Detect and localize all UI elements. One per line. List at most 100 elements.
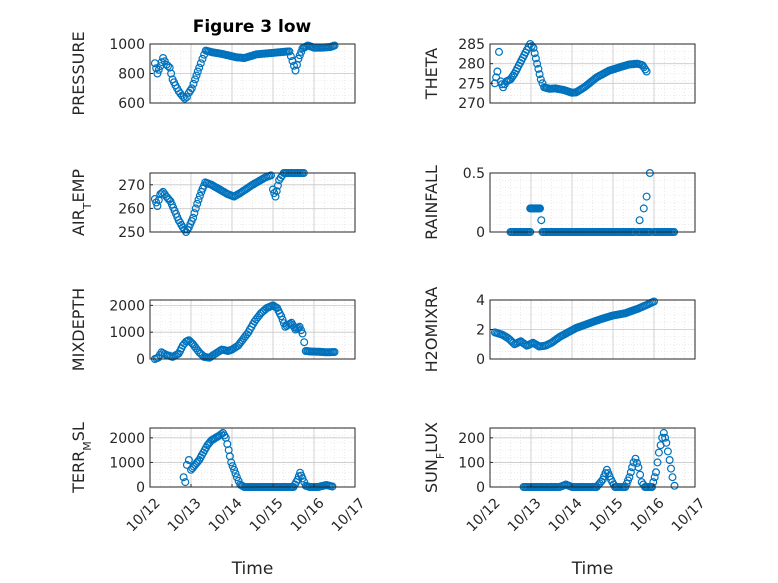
x-tick-label: 10/14 [206,495,246,535]
axes-rainfall: 0 0.5 RAINFALL [422,165,696,241]
data-point [167,69,176,78]
axes-box [489,43,696,104]
data-point [164,62,173,71]
data-point [537,216,546,225]
data-point [184,456,193,465]
data-point [531,54,540,63]
axes-theta: 270 275 280 285 THETA [422,37,696,112]
data-point [632,459,641,468]
y-tick-label: 270 [118,178,145,194]
data-point [152,198,161,207]
data-point [535,204,544,213]
data-point [330,41,339,50]
x-tick-label: 10/13 [165,495,205,535]
x-tick-label: 10/16 [288,495,328,535]
data-point [191,204,200,213]
data-point [190,209,199,218]
y-tick-label: 800 [118,67,145,83]
data-point [294,54,303,63]
y-tick-label: 270 [458,96,485,112]
data-point [634,463,643,472]
data-point [194,195,203,204]
data-point [153,202,162,211]
y-tick-label: 280 [458,57,485,73]
data-point [509,338,518,347]
figure-title: Figure 3 low [193,17,312,37]
data-point [300,338,309,347]
y-tick-label: 0 [476,225,485,241]
data-point [533,59,542,68]
data-point [668,473,677,482]
x-tick-label: 10/17 [329,495,369,535]
data-point [270,189,279,198]
y-tick-label: 4 [476,293,485,309]
y-tick-label: 1000 [109,325,145,341]
y-tick-label: 2 [476,323,485,339]
data-point [639,63,648,72]
x-tick-label: 10/12 [124,495,164,535]
data-point [495,47,504,56]
data-point [530,49,539,58]
data-point [230,465,239,474]
y-axis-label: SUNFLUX [422,422,447,493]
data-point [661,433,670,442]
data-point [298,474,307,483]
y-tick-label: 2000 [109,298,145,314]
x-axis-label: Time [571,559,614,579]
data-point [662,438,671,447]
data-point [636,470,645,479]
data-point [269,185,278,194]
y-axis-label: H2OMIXRA [422,287,441,373]
data-point [179,473,188,482]
data-point [658,433,667,442]
data-point [232,473,241,482]
data-point [665,456,674,465]
y-tick-label: 0.5 [463,166,485,182]
data-point [189,79,198,88]
data-point [650,473,659,482]
y-tick-label: 250 [118,225,145,241]
data-point [330,348,339,357]
y-tick-label: 275 [458,76,485,92]
y-tick-label: 260 [118,201,145,217]
y-tick-label: 200 [458,431,485,447]
data-point [285,47,294,56]
x-axis-label: Time [231,559,274,579]
x-tick-label: 10/15 [587,495,627,535]
axes-sun_flux: 0 100 200 10/12 10/13 10/14 10/15 10/16 10/17 SUN… [422,422,709,579]
data-point [165,63,174,72]
data-point [272,187,281,196]
y-axis-label: MIXDEPTH [69,288,88,371]
axes-box [489,172,696,233]
data-point [297,47,306,56]
data-point [653,458,662,467]
data-point [273,181,282,190]
data-point [642,192,651,201]
axes-terr_msl: 0 1000 2000 10/12 10/13 10/14 10/15 10/16 10/17 T… [69,422,369,579]
y-tick-label: 0 [476,480,485,496]
data-point [626,468,635,477]
data-point [195,63,204,72]
data-point [192,71,201,80]
data-point [286,52,295,61]
data-point [278,315,287,324]
x-tick-label: 10/14 [546,495,586,535]
data-point [189,213,198,222]
y-axis-label: TERRMSL [69,422,94,494]
data-point [228,462,237,471]
data-point [534,64,543,73]
data-point [639,204,648,213]
data-point [659,428,668,437]
data-point [179,93,188,102]
data-point [631,454,640,463]
y-tick-label: 0 [476,352,485,368]
y-axis-label: THETA [422,48,441,100]
data-point [535,70,544,79]
data-point [666,464,675,473]
data-point [663,447,672,456]
data-point [654,448,663,457]
data-point [670,481,679,490]
data-point [527,41,536,50]
